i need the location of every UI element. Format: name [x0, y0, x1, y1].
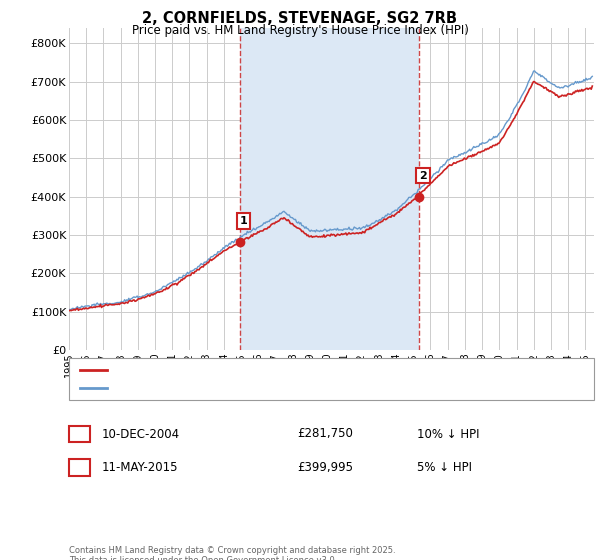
- Text: Contains HM Land Registry data © Crown copyright and database right 2025.
This d: Contains HM Land Registry data © Crown c…: [69, 546, 395, 560]
- Text: Price paid vs. HM Land Registry's House Price Index (HPI): Price paid vs. HM Land Registry's House …: [131, 24, 469, 36]
- Text: 11-MAY-2015: 11-MAY-2015: [102, 461, 179, 474]
- Text: 5% ↓ HPI: 5% ↓ HPI: [417, 461, 472, 474]
- Text: £399,995: £399,995: [297, 461, 353, 474]
- Bar: [240, 28, 419, 350]
- Text: £281,750: £281,750: [297, 427, 353, 441]
- Text: HPI: Average price, detached house, Stevenage: HPI: Average price, detached house, Stev…: [113, 383, 361, 393]
- Text: 10-DEC-2004: 10-DEC-2004: [102, 427, 180, 441]
- Text: 1: 1: [76, 429, 83, 439]
- Text: 1: 1: [239, 216, 247, 226]
- Text: 2: 2: [76, 463, 83, 473]
- Text: 10% ↓ HPI: 10% ↓ HPI: [417, 427, 479, 441]
- Text: 2, CORNFIELDS, STEVENAGE, SG2 7RB: 2, CORNFIELDS, STEVENAGE, SG2 7RB: [143, 11, 458, 26]
- Text: 2, CORNFIELDS, STEVENAGE, SG2 7RB (detached house): 2, CORNFIELDS, STEVENAGE, SG2 7RB (detac…: [113, 365, 409, 375]
- Text: 2: 2: [419, 171, 427, 180]
